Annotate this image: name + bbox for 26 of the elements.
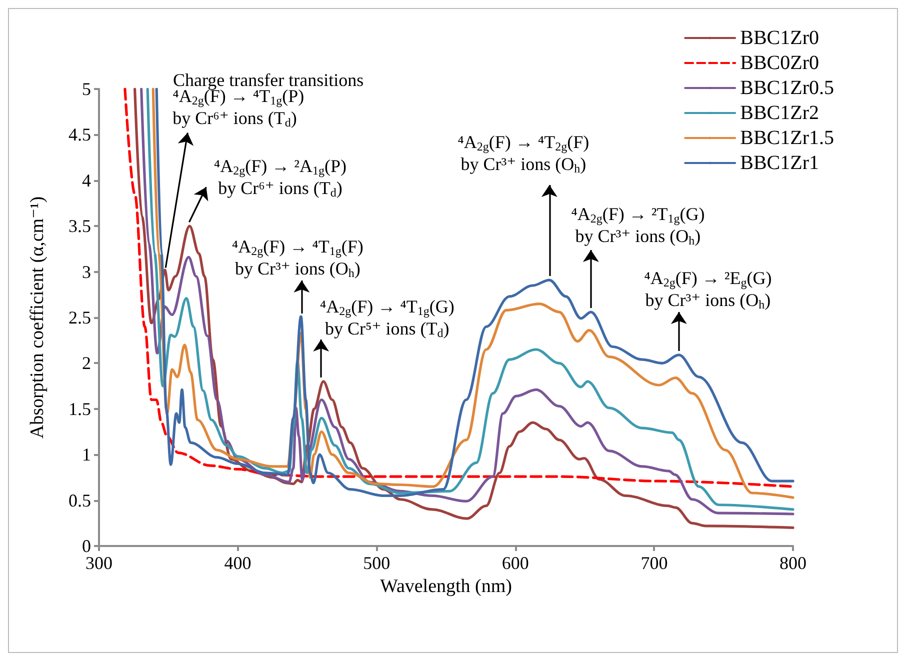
x-tick-label: 400 bbox=[224, 553, 252, 573]
legend-label: BBC1Zr1 bbox=[740, 152, 820, 174]
legend-label: BBC1Zr1.5 bbox=[740, 127, 834, 149]
x-tick-label: 600 bbox=[502, 553, 529, 573]
y-tick-label: 4.5 bbox=[68, 124, 91, 145]
y-tick-label: 1 bbox=[82, 444, 91, 465]
y-tick-label: 5 bbox=[82, 79, 91, 99]
y-tick-label: 0 bbox=[82, 536, 91, 556]
x-tick-label: 700 bbox=[640, 553, 668, 573]
y-tick-label: 4 bbox=[82, 170, 91, 190]
x-tick-label: 500 bbox=[363, 553, 390, 573]
legend-label: BBC1Zr0 bbox=[740, 27, 820, 49]
legend-label: BBC1Zr2 bbox=[740, 102, 820, 124]
y-tick-label: 0.5 bbox=[68, 490, 91, 510]
y-tick-label: 1.5 bbox=[68, 398, 91, 419]
y-tick-label: 2.5 bbox=[68, 308, 91, 328]
legend-label: BBC0Zr0 bbox=[740, 52, 820, 74]
y-axis-title: Absorption coefficient (α,cm⁻¹) bbox=[27, 196, 48, 439]
y-tick-label: 2 bbox=[82, 353, 91, 374]
annotation: Charge transfer transitions bbox=[173, 70, 364, 90]
x-axis-title: Wavelength (nm) bbox=[380, 576, 512, 597]
y-tick-label: 3 bbox=[82, 262, 91, 282]
legend-label: BBC1Zr0.5 bbox=[740, 77, 834, 99]
x-tick-label: 800 bbox=[780, 553, 806, 573]
y-tick-label: 3.5 bbox=[68, 216, 91, 236]
x-tick-label: 300 bbox=[86, 553, 112, 573]
